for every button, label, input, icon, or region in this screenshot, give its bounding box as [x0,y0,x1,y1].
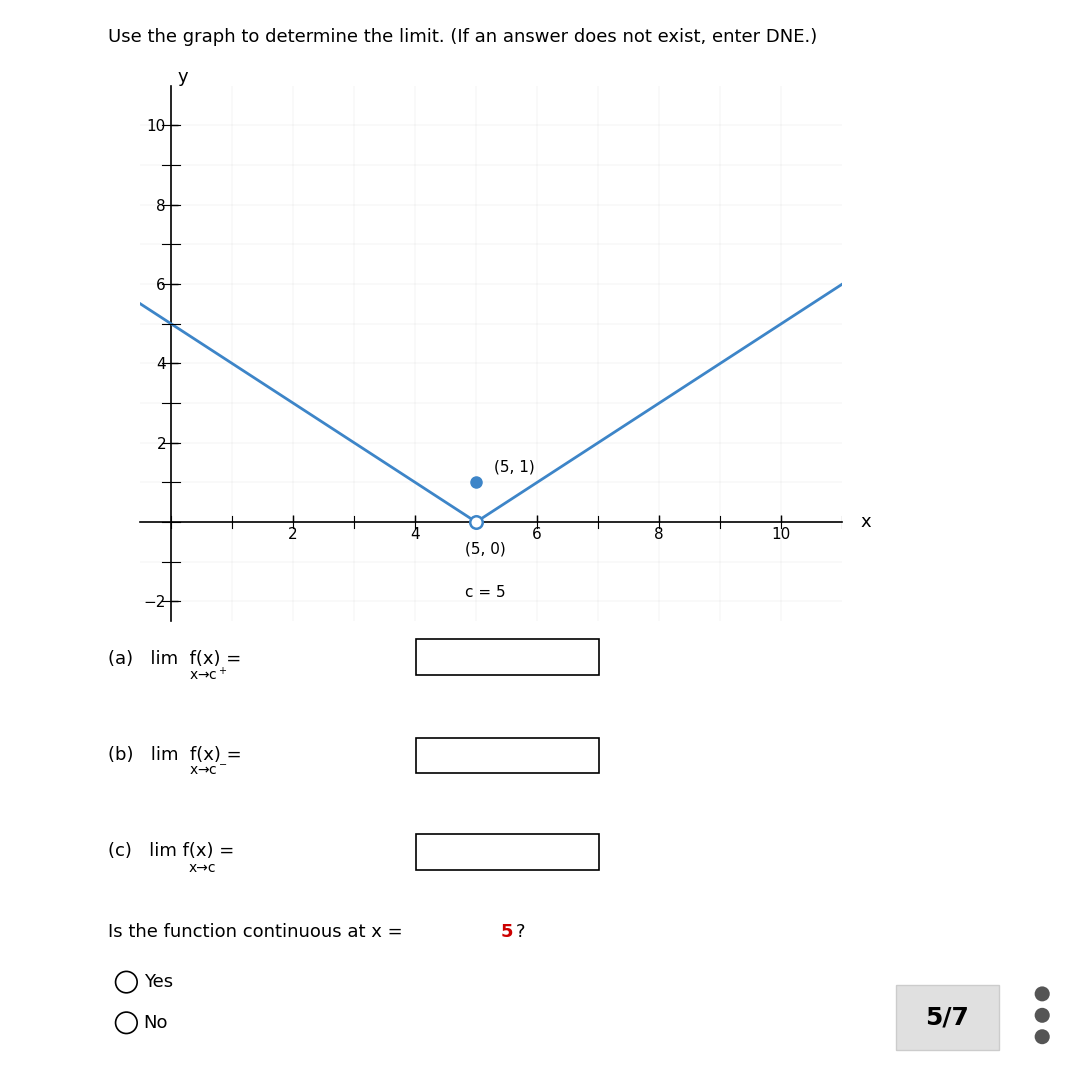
Text: c = 5: c = 5 [465,586,505,601]
Text: x→c$^+$: x→c$^+$ [189,666,228,683]
Text: No: No [144,1014,168,1031]
Text: (5, 0): (5, 0) [464,542,505,557]
Text: Yes: Yes [144,974,173,991]
Text: (c)   lim f(x) =: (c) lim f(x) = [108,843,234,860]
Text: x→c: x→c [189,860,216,875]
Text: Use the graph to determine the limit. (If an answer does not exist, enter DNE.): Use the graph to determine the limit. (I… [108,29,818,46]
Text: y: y [178,67,188,86]
Text: (b)   lim  f(x) =: (b) lim f(x) = [108,746,242,764]
Text: (a)   lim  f(x) =: (a) lim f(x) = [108,650,241,667]
Text: x: x [861,513,872,531]
Text: (5, 1): (5, 1) [495,459,536,474]
Text: Is the function continuous at x =: Is the function continuous at x = [108,923,408,940]
Text: x→c$^-$: x→c$^-$ [189,764,228,779]
Text: ?: ? [516,923,526,940]
Text: 5/7: 5/7 [926,1006,969,1029]
Text: 5: 5 [501,923,514,940]
